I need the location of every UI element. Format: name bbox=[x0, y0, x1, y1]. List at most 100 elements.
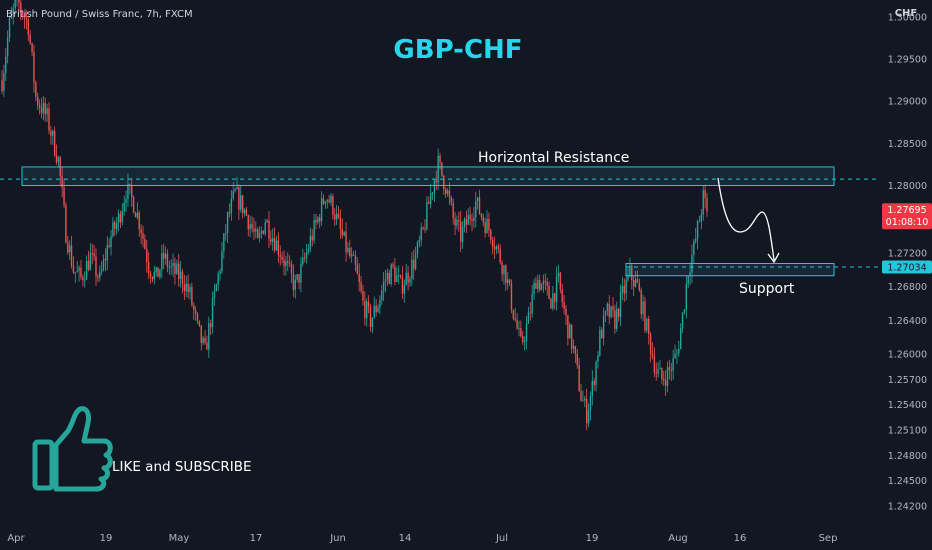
candle-body bbox=[138, 212, 140, 230]
like-subscribe-banner: LIKE and SUBSCRIBE bbox=[32, 406, 252, 492]
candle-body bbox=[610, 306, 612, 318]
candle-body bbox=[484, 222, 486, 234]
candle-body bbox=[8, 18, 11, 39]
candle-body bbox=[115, 222, 118, 229]
candle-body bbox=[136, 212, 139, 218]
candle-body bbox=[262, 230, 265, 234]
candle-body bbox=[441, 162, 443, 176]
candle-body bbox=[324, 201, 327, 204]
candle-body bbox=[266, 220, 268, 223]
candle-body bbox=[300, 264, 302, 283]
price-axis: CHF 1.30000 1.29500 1.29000 1.28500 1.28000 1… bbox=[882, 8, 932, 512]
candle-body bbox=[557, 272, 560, 277]
candle-body bbox=[599, 329, 601, 356]
candle-body bbox=[72, 266, 75, 273]
candle-body bbox=[631, 265, 633, 280]
candle-body bbox=[20, 2, 22, 12]
time-tick-label: 16 bbox=[734, 533, 747, 544]
candle-body bbox=[373, 305, 375, 318]
candle-body bbox=[37, 96, 39, 106]
candle-body bbox=[48, 108, 50, 131]
price-tick-label: 1.25700 bbox=[888, 375, 927, 386]
price-tick-label: 1.24500 bbox=[888, 476, 927, 487]
candle-body bbox=[527, 312, 530, 324]
candle-body bbox=[164, 253, 167, 259]
time-tick-label: Sep bbox=[819, 533, 838, 544]
candle-body bbox=[110, 236, 112, 247]
candle-body bbox=[296, 274, 298, 280]
candle-body bbox=[146, 248, 148, 263]
candle-body bbox=[52, 130, 54, 136]
candle-body bbox=[655, 372, 657, 374]
candle-body bbox=[386, 272, 389, 280]
candle-body bbox=[501, 262, 503, 275]
candle-body bbox=[702, 190, 704, 215]
candle-body bbox=[606, 303, 609, 311]
support-price-badge: 1.27034 bbox=[882, 260, 932, 274]
candle-body bbox=[117, 213, 120, 223]
candle-body bbox=[687, 276, 689, 284]
candle-body bbox=[584, 398, 586, 401]
candle-body bbox=[123, 202, 125, 211]
candle-body bbox=[700, 214, 703, 222]
candle-body bbox=[399, 275, 402, 277]
thumbs-up-icon bbox=[32, 406, 113, 492]
candle-body bbox=[53, 130, 56, 156]
time-tick-label: Jul bbox=[495, 533, 508, 544]
candle-body bbox=[638, 282, 641, 291]
candle-body bbox=[381, 290, 383, 301]
candle-body bbox=[232, 191, 234, 199]
price-tick-label: 1.26800 bbox=[888, 282, 927, 293]
support-zone[interactable] bbox=[625, 263, 835, 277]
candle-body bbox=[514, 318, 516, 321]
candle-body bbox=[21, 11, 24, 17]
candle-body bbox=[84, 279, 86, 281]
candle-body bbox=[636, 279, 639, 283]
candle-body bbox=[409, 278, 411, 283]
candle-body bbox=[377, 307, 379, 313]
candle-body bbox=[653, 356, 656, 373]
time-tick-label: Apr bbox=[7, 533, 25, 544]
candle-body bbox=[121, 210, 124, 223]
candle-body bbox=[552, 293, 554, 309]
candle-body bbox=[245, 209, 248, 216]
resistance-zone[interactable] bbox=[21, 166, 835, 187]
candle-body bbox=[518, 328, 520, 330]
currency-label: CHF bbox=[895, 8, 918, 19]
candle-body bbox=[99, 271, 101, 278]
candle-body bbox=[608, 303, 610, 318]
time-tick-label: Aug bbox=[668, 533, 688, 544]
candle-body bbox=[570, 324, 573, 349]
candle-body bbox=[334, 214, 336, 220]
candle-body bbox=[57, 157, 60, 163]
candle-body bbox=[572, 346, 575, 349]
candle-body bbox=[604, 310, 607, 316]
candle-body bbox=[640, 290, 642, 315]
candle-body bbox=[362, 291, 364, 301]
candle-body bbox=[234, 189, 236, 192]
candle-body bbox=[366, 301, 368, 319]
candle-body bbox=[602, 315, 605, 339]
candle-body bbox=[416, 242, 419, 255]
candle-body bbox=[104, 259, 107, 261]
price-tick-label: 1.24200 bbox=[888, 501, 927, 512]
candle-body bbox=[463, 219, 466, 228]
candle-body bbox=[309, 235, 312, 250]
candle-body bbox=[646, 318, 648, 331]
candle-body bbox=[456, 219, 458, 226]
annotations-layer: Horizontal Resistance Support bbox=[0, 150, 880, 297]
time-tick-label: 19 bbox=[586, 533, 599, 544]
candle-body bbox=[337, 213, 340, 218]
candle-body bbox=[100, 269, 103, 272]
price-tick-label: 1.26400 bbox=[888, 316, 927, 327]
candle-body bbox=[403, 285, 406, 294]
price-tick-label: 1.28000 bbox=[888, 181, 927, 192]
candle-body bbox=[689, 272, 691, 277]
current-price-badge: 1.27695 01:08:10 bbox=[882, 203, 932, 230]
candle-body bbox=[226, 212, 229, 233]
candle-body bbox=[243, 209, 246, 214]
candle-body bbox=[450, 197, 453, 203]
candle-body bbox=[260, 230, 263, 234]
candle-body bbox=[339, 217, 342, 230]
